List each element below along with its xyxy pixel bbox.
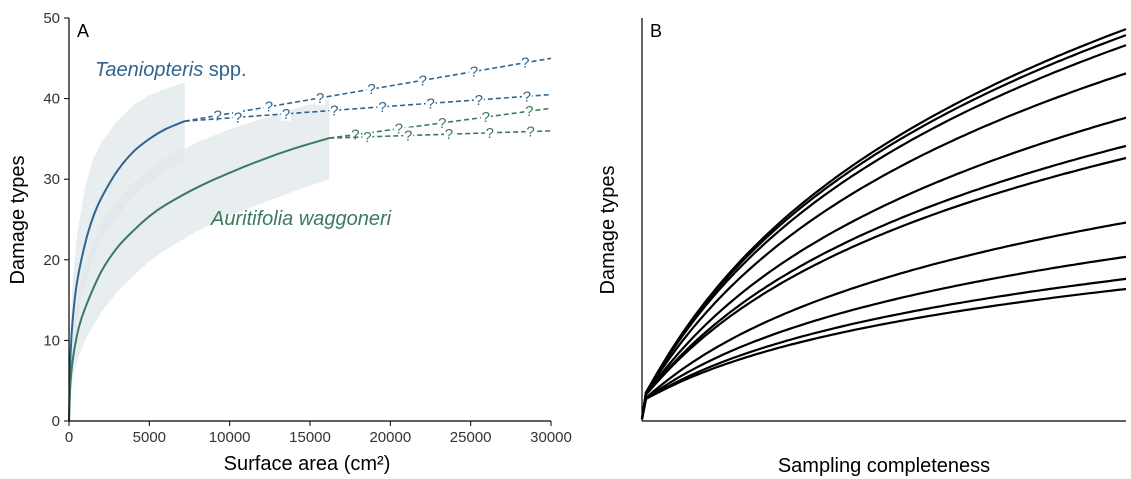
question-mark: ? xyxy=(470,64,478,81)
question-mark: ? xyxy=(525,103,533,120)
question-mark: ? xyxy=(475,92,483,109)
question-mark-bg xyxy=(263,98,274,114)
series-line xyxy=(68,137,330,422)
sampling-curves xyxy=(640,28,1127,420)
question-mark: ? xyxy=(438,115,446,132)
x-tick-label: 5000 xyxy=(133,429,166,446)
question-mark: ? xyxy=(351,127,359,144)
confidence-bands xyxy=(69,82,330,421)
question-mark-bg xyxy=(403,127,414,143)
series-name-taeniopteris: Taeniopteris xyxy=(95,59,203,81)
question-mark-bg xyxy=(484,124,495,140)
question-mark: ? xyxy=(316,90,324,107)
question-mark: ? xyxy=(486,125,494,142)
question-mark: ? xyxy=(526,124,534,141)
series-label-taeniopteris: Taeniopteris spp. xyxy=(95,59,247,81)
question-mark-bg xyxy=(366,81,377,97)
question-mark-bg xyxy=(329,102,340,118)
x-ticks: 0 5000 10000 15000 20000 25000 30000 xyxy=(65,421,572,446)
question-mark: ? xyxy=(523,88,531,105)
question-mark-bg xyxy=(480,109,491,125)
question-mark: ? xyxy=(367,81,375,98)
question-mark-bg xyxy=(425,95,436,111)
panel-a: ???????????????????????? 0 5000 10000 15000… xyxy=(7,10,572,475)
sampling-curve xyxy=(640,144,1127,420)
rarefaction-curves xyxy=(68,120,330,422)
question-mark-bg xyxy=(521,88,532,104)
panel-b: B Sampling completeness Damage types xyxy=(597,18,1127,477)
sampling-curve xyxy=(640,221,1127,420)
question-mark-bg xyxy=(524,103,535,119)
x-tick-label: 25000 xyxy=(450,429,492,446)
x-tick-label: 15000 xyxy=(289,429,331,446)
question-mark: ? xyxy=(213,108,221,125)
question-mark-bg xyxy=(350,126,361,142)
extrapolation-line xyxy=(329,107,552,139)
question-mark: ? xyxy=(395,121,403,138)
question-mark-bg xyxy=(362,128,373,144)
question-mark: ? xyxy=(521,55,529,72)
sampling-curve xyxy=(640,28,1127,420)
question-mark-bg xyxy=(525,123,536,139)
question-mark-bg xyxy=(417,72,428,88)
sampling-curve xyxy=(640,44,1127,420)
question-mark: ? xyxy=(363,129,371,146)
question-mark-bg xyxy=(444,126,455,142)
question-mark: ? xyxy=(445,126,453,143)
question-mark-bg xyxy=(393,120,404,136)
x-tick-label: 0 xyxy=(65,429,73,446)
question-mark-bg xyxy=(473,91,484,107)
question-mark-bg xyxy=(315,89,326,105)
sampling-curve xyxy=(640,156,1127,420)
series-line xyxy=(68,120,186,422)
y-ticks: 0 10 20 30 40 50 xyxy=(43,10,69,430)
sampling-curve xyxy=(640,34,1127,420)
sampling-curve xyxy=(640,255,1127,420)
x-tick-label: 20000 xyxy=(369,429,411,446)
y-tick-label: 50 xyxy=(43,10,60,27)
series-label-auritifolia: Auritifolia waggoneri xyxy=(210,208,392,230)
x-tick-label: 10000 xyxy=(209,429,251,446)
question-mark-bg xyxy=(281,105,292,121)
question-mark-bg xyxy=(233,109,244,125)
question-mark: ? xyxy=(378,99,386,116)
y-tick-label: 20 xyxy=(43,252,60,269)
question-mark-bg xyxy=(437,114,448,130)
x-axis-title-b: Sampling completeness xyxy=(778,455,990,477)
question-mark: ? xyxy=(482,109,490,126)
y-tick-label: 40 xyxy=(43,91,60,108)
y-axis-title-b: Damage types xyxy=(597,166,619,295)
x-tick-label: 30000 xyxy=(530,429,572,446)
question-mark-bg xyxy=(520,54,531,70)
question-mark: ? xyxy=(419,72,427,89)
question-mark: ? xyxy=(282,106,290,123)
extrapolation-line xyxy=(184,93,552,122)
question-mark-bg xyxy=(469,63,480,79)
sampling-curve xyxy=(640,116,1127,420)
question-mark-bg xyxy=(377,98,388,114)
sampling-curve xyxy=(640,72,1127,420)
extrapolation-lines: ???????????????????????? xyxy=(184,54,552,146)
y-tick-label: 10 xyxy=(43,332,60,349)
question-mark: ? xyxy=(265,99,273,116)
confidence-band xyxy=(69,98,330,421)
sampling-curve xyxy=(640,287,1127,420)
panel-label-b: B xyxy=(650,21,662,41)
y-tick-label: 0 xyxy=(52,413,60,430)
panel-label-a: A xyxy=(77,21,89,41)
question-mark: ? xyxy=(234,109,242,126)
series-name-suffix: spp. xyxy=(209,59,247,81)
question-mark: ? xyxy=(330,102,338,119)
x-axis-title-a: Surface area (cm²) xyxy=(224,453,391,475)
y-axis-title-a: Damage types xyxy=(7,156,29,285)
y-tick-label: 30 xyxy=(43,171,60,188)
question-mark: ? xyxy=(426,95,434,112)
question-mark: ? xyxy=(404,128,412,145)
sampling-curve xyxy=(640,277,1127,420)
question-mark-bg xyxy=(212,107,223,123)
